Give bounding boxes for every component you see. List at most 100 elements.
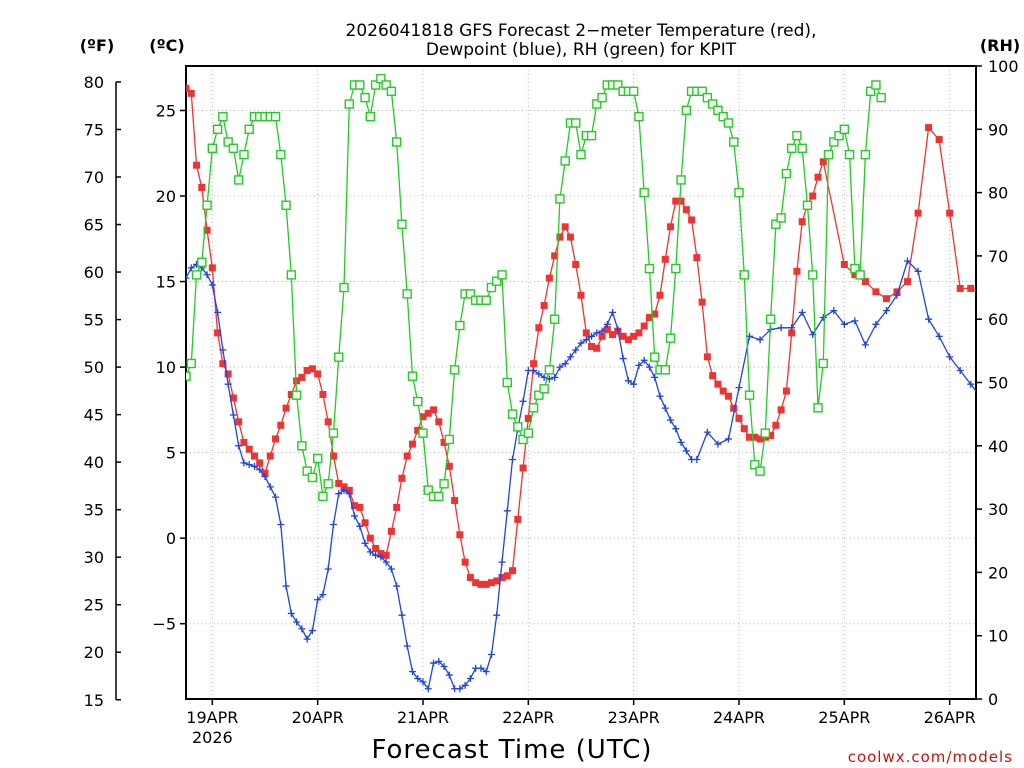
dewpoint-point — [250, 462, 258, 470]
dewpoint-point — [208, 281, 216, 289]
relative-humidity-point — [660, 365, 670, 375]
temperature-point — [250, 452, 258, 460]
dewpoint-point — [1015, 439, 1022, 446]
temperature-point — [540, 302, 548, 310]
temperature-point — [782, 387, 790, 395]
temperature-point — [277, 421, 285, 429]
temperature-point — [788, 329, 796, 337]
temperature-point — [329, 452, 337, 460]
relative-humidity-point — [297, 441, 307, 451]
relative-humidity-point — [270, 111, 281, 122]
dewpoint-point — [372, 551, 380, 559]
temperature-point — [851, 271, 859, 279]
temperature-point — [635, 329, 643, 337]
temperature-point — [356, 503, 364, 511]
dewpoint-point — [245, 461, 253, 469]
relative-humidity-point — [729, 137, 739, 147]
relative-humidity-point — [423, 485, 433, 495]
temperature-point — [999, 288, 1006, 295]
dewpoint-point — [872, 320, 880, 328]
relative-humidity-point — [339, 282, 349, 293]
chart-title-line-1: 2026041818 GFS Forecast 2−meter Temperat… — [346, 21, 817, 41]
rh-tick-label: 60 — [988, 310, 1008, 329]
dewpoint-point — [861, 341, 869, 349]
temperature-point — [245, 445, 253, 453]
dewpoint-point — [314, 596, 322, 604]
dewpoint-point — [519, 397, 527, 405]
relative-humidity-point — [760, 428, 771, 438]
relative-humidity-point — [244, 124, 254, 135]
rh-tick-label: 80 — [988, 184, 1008, 203]
temperature-point — [424, 409, 432, 417]
temperature-point — [577, 291, 585, 299]
temperature-point — [272, 435, 280, 443]
relative-humidity-point — [413, 396, 423, 407]
temperature-point — [240, 438, 248, 446]
celsius-unit-label: (ºC) — [149, 36, 184, 55]
temperature-point — [566, 233, 574, 241]
temperature-point — [661, 255, 669, 263]
dewpoint-point — [540, 373, 548, 381]
relative-humidity-point — [307, 472, 318, 483]
fahrenheit-tick-label: 50 — [84, 358, 104, 377]
relative-humidity-point — [207, 143, 218, 153]
relative-humidity-point — [518, 434, 528, 445]
dewpoint-point — [656, 392, 664, 400]
temperature-point — [967, 284, 975, 292]
relative-humidity-point — [676, 175, 686, 185]
relative-humidity-point — [323, 479, 333, 489]
relative-humidity-point — [549, 314, 560, 324]
relative-humidity-point — [671, 263, 681, 274]
dewpoint-point — [408, 668, 416, 676]
dewpoint-point — [493, 611, 501, 619]
dewpoint-point — [366, 548, 374, 556]
temperature-point — [387, 527, 395, 535]
dewpoint-point — [582, 336, 590, 344]
rh-tick-label: 100 — [988, 57, 1019, 76]
temperature-point — [688, 216, 696, 224]
x-axis-title: Forecast Time (UTC) — [371, 735, 652, 765]
grid-lines — [186, 66, 976, 699]
temperature-point — [414, 426, 422, 434]
relative-humidity-point — [334, 352, 344, 362]
relative-humidity-point — [439, 479, 449, 489]
temperature-point — [214, 329, 222, 337]
dewpoint-point — [229, 411, 237, 419]
rh-tick-label: 10 — [988, 627, 1008, 646]
rh-tick-label: 20 — [988, 563, 1008, 582]
temperature-point — [314, 370, 322, 378]
relative-humidity-point — [850, 263, 860, 274]
celsius-tick-label: 0 — [166, 529, 176, 548]
dewpoint-point — [329, 520, 337, 528]
dewpoint-point — [830, 307, 838, 315]
dewpoint-point — [240, 459, 248, 467]
temperature-point — [229, 394, 237, 402]
temperature-point — [466, 574, 474, 582]
rh-tick-label: 70 — [988, 247, 1008, 266]
dewpoint-point — [430, 659, 438, 667]
dewpoint-point — [398, 611, 406, 619]
temperature-point — [351, 502, 359, 510]
temperature-point — [677, 197, 685, 205]
temperature-point — [624, 336, 632, 344]
temperature-point — [419, 413, 427, 421]
temperature-point — [456, 531, 464, 539]
temperature-point — [393, 503, 401, 511]
dewpoint-point — [293, 618, 301, 626]
temperature-point — [203, 226, 211, 234]
chart-title-line-2: Dewpoint (blue), RH (green) for KPIT — [426, 40, 737, 60]
dewpoint-point — [640, 356, 648, 364]
relative-humidity-point — [713, 105, 723, 116]
dewpoint-point — [851, 317, 859, 325]
relative-humidity-point — [813, 403, 823, 413]
dewpoint-point — [477, 664, 485, 672]
temperature-point — [582, 329, 590, 337]
x-tick-label: 19APR — [186, 708, 238, 727]
rh-tick-label: 30 — [988, 500, 1008, 519]
relative-humidity-point — [786, 143, 797, 153]
temperature-point — [193, 161, 201, 169]
dewpoint-point — [925, 315, 933, 323]
relative-humidity-point — [571, 118, 581, 128]
relative-humidity-point — [855, 270, 865, 280]
